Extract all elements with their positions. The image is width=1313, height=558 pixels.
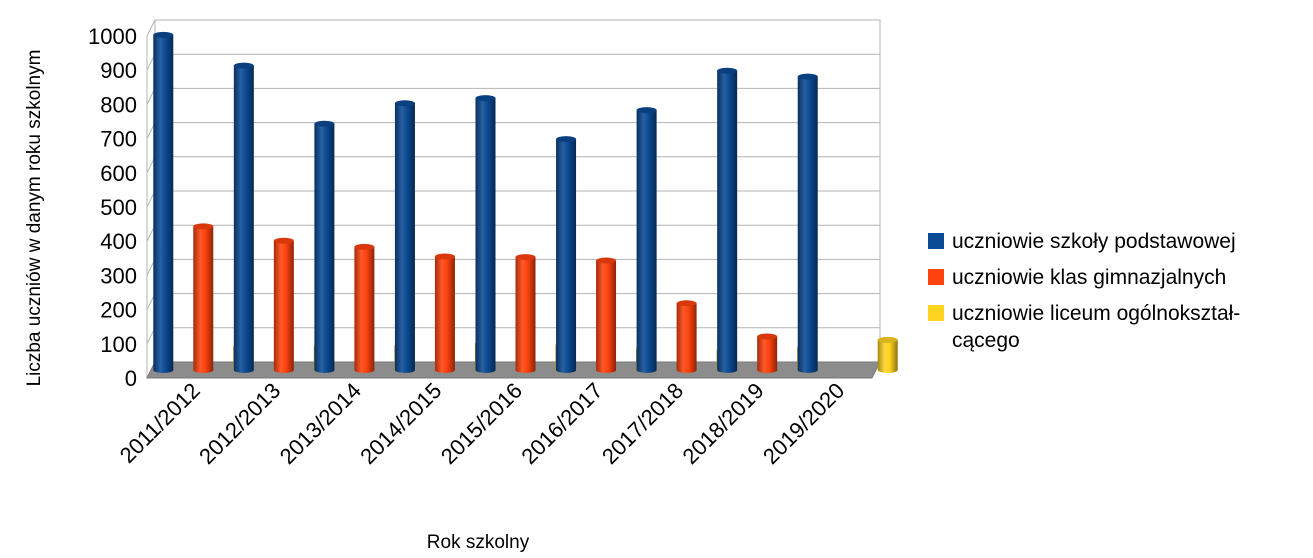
x-tick-label: 2016/2017 [516,378,607,469]
bar-body [153,34,174,374]
bar-body [475,98,496,374]
legend: uczniowie szkoły podstawowej uczniowie kl… [928,230,1240,352]
y-tick-label: 600 [100,161,137,186]
bar-cap [434,253,455,260]
bar-1-2016-2017 [556,136,577,373]
x-tick-label: 2019/2020 [758,378,849,469]
bar-2-2014-2015 [434,253,455,373]
bar-body [676,303,697,373]
x-axis-title: Rok szkolny [427,532,530,553]
y-tick-label: 300 [100,263,137,288]
bar-body [233,65,254,374]
x-tick-label: 2011/2012 [115,378,205,468]
bar-1-2017-2018 [636,107,657,373]
bar-cap [797,73,818,80]
y-axis-title: Liczba uczniów w danym roku szkolnym [24,50,45,387]
bar-body [314,123,335,373]
legend-item-2: uczniowie klas gimnazjalnych [928,266,1226,289]
bar-cap [233,62,254,69]
bar-cap [394,100,415,107]
x-tick-label: 2014/2015 [355,378,446,469]
bar-2-2011-2012 [193,223,214,373]
legend-item-3: uczniowie liceum ogólnokształ-cącego [928,302,1240,352]
y-tick-label: 1000 [88,24,137,49]
bar-body [394,103,415,374]
gridline-depth [146,19,156,37]
bar-cap [676,300,697,307]
bar-2-2017-2018 [676,300,697,373]
bar-2-2016-2017 [596,257,617,373]
y-tick-label: 700 [100,127,137,152]
bar-cap [273,237,294,244]
x-tick-label: 2012/2013 [194,378,285,469]
legend-item-1: uczniowie szkoły podstawowej [928,230,1236,253]
y-tick-label: 400 [100,229,137,254]
bar-2-2015-2016 [515,254,536,373]
bar-cap [596,257,617,264]
bar-2-2013-2014 [354,243,375,373]
legend-label: uczniowie szkoły podstawowej [952,230,1236,253]
x-tick-label: 2015/2016 [436,378,527,469]
bar-cap [515,254,536,261]
bar-1-2012-2013 [233,62,254,374]
bar-cap [717,67,738,74]
y-tick-label: 500 [100,195,137,220]
bar-cap [153,31,174,38]
bar-body [877,339,898,373]
bar-3-2019-2020 [877,336,898,373]
legend-swatch [928,305,944,321]
bar-2-2018-2019 [757,333,778,373]
y-tick-label: 200 [100,298,137,323]
bar-cap [757,333,778,340]
bar-1-2015-2016 [475,95,496,374]
legend-label: uczniowie liceum ogólnokształ- [952,302,1240,325]
bar-cap [314,120,335,127]
bar-body [515,257,536,373]
bar-body [596,260,617,373]
x-tick-label: 2013/2014 [275,378,366,469]
y-tick-label: 900 [100,58,137,83]
y-tick-label: 100 [100,332,137,357]
bar-body [354,246,375,373]
bar-body [797,76,818,374]
bar-1-2014-2015 [394,100,415,374]
bar-body [434,256,455,373]
bar-cap [475,95,496,102]
y-tick-label: 800 [100,92,137,117]
legend-swatch [928,269,944,285]
bar-cap [354,243,375,250]
x-tick-label: 2017/2018 [597,378,688,469]
bar-body [273,240,294,373]
bar-1-2011-2012 [153,31,174,374]
y-tick-label: 0 [125,366,137,391]
bar-1-2013-2014 [314,120,335,373]
bar-cap [556,136,577,143]
legend-label: uczniowie klas gimnazjalnych [952,266,1226,289]
bar-body [193,226,214,373]
bar-cap [636,107,657,114]
bar-1-2019-2020 [797,73,818,374]
legend-swatch [928,233,944,249]
bar-body [717,70,738,373]
bar-cap [877,336,898,343]
bar-cap [193,223,214,230]
x-tick-label: 2018/2019 [677,378,768,469]
bar-body [757,336,778,373]
legend-label: cącego [952,329,1020,352]
bar-body [556,139,577,373]
bar-2-2012-2013 [273,237,294,373]
bar-body [636,110,657,373]
bar-1-2018-2019 [717,67,738,373]
